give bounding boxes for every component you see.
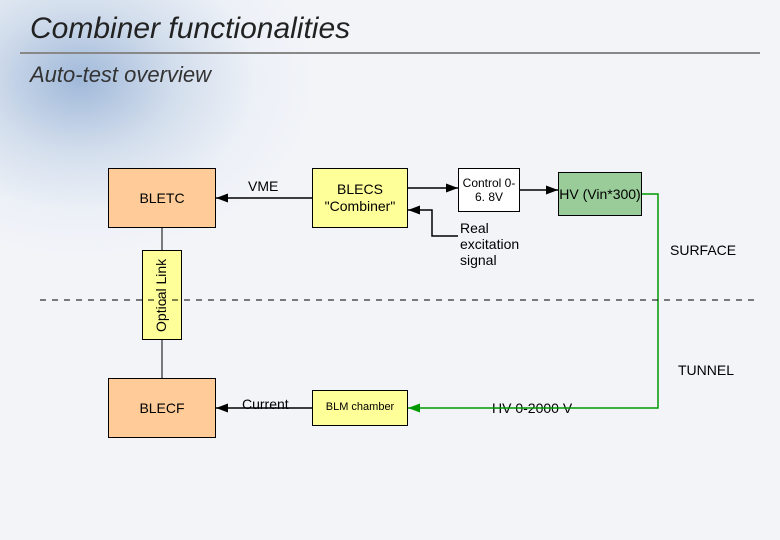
label-hv-range: HV 0-2000 V: [492, 400, 572, 416]
box-control-label: Control 0-6. 8V: [459, 176, 519, 205]
box-control: Control 0-6. 8V: [458, 168, 520, 212]
box-hv-label: HV (Vin*300): [559, 186, 640, 203]
box-blecf-label: BLECF: [139, 400, 184, 417]
box-bletc: BLETC: [108, 168, 216, 228]
box-hv: HV (Vin*300): [558, 172, 642, 216]
label-tunnel: TUNNEL: [678, 362, 734, 378]
label-vme: VME: [248, 178, 278, 194]
box-blecs: BLECS "Combiner": [312, 168, 408, 228]
optical-link-label: Optical Link: [154, 258, 171, 331]
box-bletc-label: BLETC: [139, 190, 184, 207]
box-blm-label: BLM chamber: [326, 401, 394, 414]
label-real-excitation: Real excitation signal: [460, 220, 540, 268]
box-optical-link: Optical Link: [142, 250, 182, 340]
box-blm: BLM chamber: [312, 390, 408, 426]
label-surface: SURFACE: [670, 242, 736, 258]
box-blecf: BLECF: [108, 378, 216, 438]
page-subtitle: Auto-test overview: [30, 62, 211, 88]
title-rule: [20, 52, 760, 54]
label-current: Current: [242, 396, 289, 412]
box-blecs-label: BLECS "Combiner": [313, 181, 407, 215]
page-title: Combiner functionalities: [30, 12, 350, 46]
